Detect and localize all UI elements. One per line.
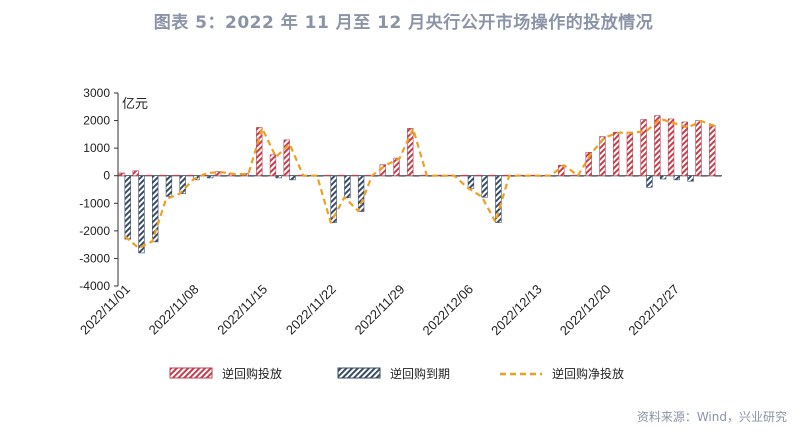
bar-maturity — [275, 175, 282, 179]
legend-label-net: 逆回购净投放 — [552, 366, 624, 381]
bar-maturity — [605, 175, 612, 177]
bar-maturity — [165, 175, 173, 197]
bar-maturity — [632, 175, 639, 177]
bar-maturity — [646, 175, 653, 188]
bar-injection — [695, 120, 702, 177]
bar-maturity — [152, 175, 159, 243]
bar-maturity — [618, 175, 626, 177]
chart-title: 图表 5：2022 年 11 月至 12 月央行公开市场操作的投放情况 — [153, 13, 654, 33]
bar-maturity — [659, 175, 667, 180]
bar-maturity — [687, 175, 694, 182]
bar-injection — [667, 118, 675, 177]
bar-injection — [654, 115, 661, 177]
bar-injection — [214, 171, 222, 177]
source-note: 资料来源：Wind，兴业研究 — [636, 410, 787, 424]
x-tick-label: 2022/11/22 — [283, 282, 339, 338]
bar-injection — [146, 174, 153, 177]
x-tick-label: 2022/12/06 — [420, 282, 477, 339]
bar-injection — [612, 131, 620, 177]
bar-maturity — [714, 175, 722, 177]
bar-maturity — [495, 175, 502, 223]
y-tick-label: 2000 — [83, 114, 110, 128]
bar-maturity — [344, 175, 351, 199]
bar-maturity — [673, 175, 681, 181]
bar-maturity — [357, 175, 365, 212]
bar-maturity — [248, 175, 255, 177]
bar-injection — [640, 119, 647, 177]
y-tick-label: -1000 — [79, 196, 110, 210]
bar-injection — [324, 174, 332, 177]
y-tick-label: -3000 — [79, 251, 110, 265]
bar-injection — [489, 174, 496, 177]
bar-injection — [338, 174, 345, 177]
bar-injection — [118, 172, 126, 177]
x-tick-label: 2022/11/08 — [146, 282, 202, 338]
legend-label-maturity: 逆回购到期 — [390, 366, 450, 381]
bar-injection — [283, 139, 290, 177]
bar-maturity — [412, 175, 420, 177]
legend-label-injection: 逆回购投放 — [222, 366, 282, 381]
y-tick-label: 1000 — [83, 141, 110, 155]
bar-injection — [626, 131, 634, 177]
bar-injection — [393, 157, 400, 177]
series-line-net — [124, 117, 716, 250]
bar-injection — [269, 154, 277, 177]
bar-maturity — [138, 175, 145, 254]
bar-maturity — [124, 175, 131, 240]
legend-swatch-maturity — [337, 367, 381, 379]
y-tick-label: 3000 — [83, 86, 110, 100]
bar-maturity — [220, 175, 228, 177]
bar-maturity — [261, 175, 269, 177]
y-tick-label: 0 — [103, 169, 110, 183]
bar-maturity — [179, 175, 186, 194]
bar-maturity — [316, 175, 324, 177]
bar-maturity — [481, 175, 488, 198]
x-tick-label: 2022/12/27 — [625, 282, 682, 339]
bar-maturity — [701, 175, 708, 177]
bar-injection — [407, 127, 414, 177]
y-tick-label: -4000 — [79, 279, 110, 293]
bar-maturity — [399, 175, 406, 177]
bar-injection — [132, 170, 139, 177]
bar-injection — [681, 121, 688, 177]
bar-injection — [159, 174, 167, 177]
legend-swatch-injection — [169, 367, 213, 379]
bar-maturity — [591, 175, 598, 177]
x-tick-label: 2022/11/29 — [352, 282, 408, 338]
bar-maturity — [467, 175, 475, 189]
x-tick-label: 2022/11/15 — [214, 282, 270, 338]
bar-injection — [187, 174, 194, 177]
bar-injection — [599, 136, 606, 177]
bar-injection — [571, 174, 579, 177]
bar-injection — [256, 127, 263, 177]
y-tick-label: -2000 — [79, 224, 110, 238]
bar-maturity — [289, 175, 296, 181]
bar-injection — [475, 174, 483, 177]
x-tick-label: 2022/12/13 — [488, 282, 545, 339]
y-unit-label: 亿元 — [122, 96, 148, 111]
bar-injection — [173, 174, 181, 177]
bar-maturity — [330, 175, 337, 223]
bar-injection — [352, 174, 359, 177]
bar-maturity — [385, 175, 392, 177]
bar-injection — [461, 174, 469, 177]
bar-injection — [709, 125, 716, 177]
bar-maturity — [563, 175, 571, 177]
bar-maturity — [206, 175, 214, 179]
x-tick-label: 2022/12/20 — [557, 282, 614, 339]
bar-maturity — [234, 175, 241, 177]
